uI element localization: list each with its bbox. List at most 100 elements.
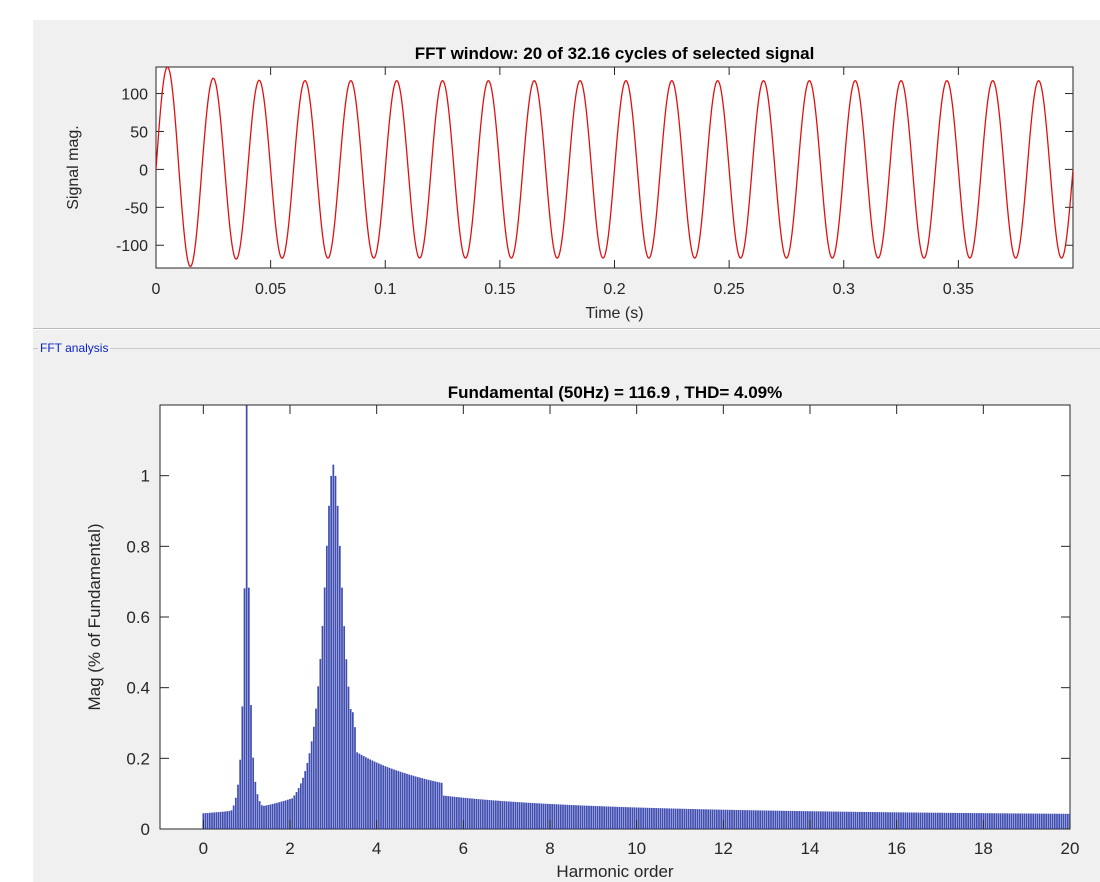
fft-bar bbox=[887, 812, 889, 829]
fft-bar bbox=[510, 801, 512, 829]
fft-bar bbox=[980, 813, 983, 829]
fft-bar bbox=[1053, 813, 1056, 829]
fft-bar bbox=[689, 808, 692, 829]
fft-bar bbox=[1051, 813, 1054, 829]
fft-bar bbox=[655, 808, 658, 829]
fft-bar bbox=[245, 405, 248, 829]
fft-bar bbox=[458, 797, 460, 829]
fft-bar bbox=[767, 810, 770, 829]
fft-bar bbox=[282, 801, 285, 829]
fft-bar bbox=[973, 813, 976, 829]
fft-bar bbox=[910, 812, 913, 829]
fft-bar bbox=[410, 775, 413, 829]
fft-bar bbox=[267, 804, 270, 829]
fft-bar bbox=[291, 798, 294, 829]
fft-bar bbox=[481, 799, 484, 829]
fft-bar bbox=[592, 805, 595, 829]
fft-bar bbox=[804, 811, 807, 829]
fft-bar bbox=[447, 796, 450, 829]
fft-bar bbox=[349, 709, 352, 829]
fft-bar bbox=[466, 798, 469, 829]
fft-bar bbox=[694, 809, 697, 829]
fft-bar bbox=[891, 812, 894, 829]
signal-x-tick-label: 0 bbox=[152, 281, 161, 298]
fft-x-tick-label: 14 bbox=[801, 839, 820, 858]
fft-bar bbox=[685, 808, 688, 829]
fft-bar bbox=[637, 807, 640, 829]
fft-bar bbox=[544, 803, 547, 829]
fft-bar bbox=[243, 588, 246, 829]
fft-bar bbox=[945, 812, 948, 829]
fft-bar bbox=[436, 781, 439, 829]
fft-x-tick-label: 0 bbox=[199, 839, 208, 858]
fft-bar bbox=[321, 625, 324, 829]
fft-bar bbox=[720, 809, 723, 829]
fft-bar bbox=[341, 587, 343, 829]
fft-bar bbox=[492, 800, 495, 829]
fft-bar bbox=[399, 771, 402, 829]
fft-ticks: 0 2 4 6 8 10 12 14 16 18 20 0 0.2 0.4 0.6 0.8 1 bbox=[126, 405, 1079, 858]
fft-bar bbox=[386, 767, 389, 829]
fft-bar bbox=[1006, 813, 1009, 829]
fft-bar bbox=[741, 810, 744, 829]
fft-bar bbox=[798, 811, 801, 829]
fft-bar bbox=[748, 810, 751, 829]
fft-bar bbox=[520, 802, 523, 829]
fft-bar bbox=[241, 706, 244, 829]
fft-bar bbox=[462, 797, 465, 829]
fft-bar bbox=[562, 804, 564, 829]
fft-bar bbox=[926, 812, 928, 829]
fft-bar bbox=[644, 807, 647, 829]
fft-bar bbox=[631, 807, 634, 829]
fft-bar bbox=[936, 812, 939, 829]
fft-bar bbox=[796, 811, 798, 829]
fft-bar bbox=[427, 779, 430, 829]
fft-bar bbox=[315, 708, 317, 829]
fft-bar bbox=[325, 545, 328, 829]
fft-bar bbox=[516, 802, 519, 829]
fft-bar bbox=[555, 804, 558, 829]
fft-bar bbox=[423, 778, 426, 829]
signal-x-tick-label: 0.35 bbox=[943, 281, 974, 298]
fft-bar bbox=[726, 809, 729, 829]
fft-bar bbox=[698, 809, 701, 829]
fft-bar bbox=[525, 802, 528, 829]
fft-x-tick-label: 16 bbox=[887, 839, 906, 858]
fft-bar bbox=[464, 797, 467, 829]
fft-bar bbox=[646, 807, 649, 829]
fft-bar bbox=[369, 759, 372, 829]
fft-bar bbox=[1017, 813, 1019, 829]
fft-bar bbox=[570, 805, 573, 829]
fft-bar bbox=[1043, 813, 1045, 829]
fft-bar bbox=[503, 801, 506, 829]
fft-bar bbox=[757, 810, 759, 829]
fft-bar bbox=[718, 809, 720, 829]
fft-bar bbox=[473, 798, 476, 829]
fft-bar bbox=[364, 757, 367, 829]
fft-group-label: FFT analysis bbox=[38, 341, 111, 355]
fft-bar bbox=[947, 812, 950, 829]
fft-bar bbox=[265, 805, 268, 829]
fft-bar bbox=[904, 812, 907, 829]
fft-bar bbox=[412, 775, 415, 829]
fft-chart-title: Fundamental (50Hz) = 116.9 , THD= 4.09% bbox=[448, 383, 782, 402]
fft-bar bbox=[382, 765, 385, 829]
fft-bar bbox=[1034, 813, 1037, 829]
fft-bar bbox=[832, 811, 835, 829]
fft-bar bbox=[445, 795, 447, 829]
fft-bar bbox=[871, 812, 874, 829]
fft-bar bbox=[280, 801, 283, 829]
fft-bar bbox=[839, 811, 842, 829]
fft-bar bbox=[302, 777, 304, 829]
fft-bar bbox=[564, 804, 567, 829]
fft-bar bbox=[793, 810, 796, 829]
fft-bar bbox=[609, 806, 612, 829]
fft-bar bbox=[533, 803, 536, 829]
fft-bar bbox=[568, 804, 571, 829]
fft-bar bbox=[453, 796, 456, 829]
fft-bar bbox=[713, 809, 716, 829]
fft-bar bbox=[414, 776, 417, 829]
fft-bar bbox=[284, 800, 287, 829]
fft-bar bbox=[538, 803, 541, 829]
